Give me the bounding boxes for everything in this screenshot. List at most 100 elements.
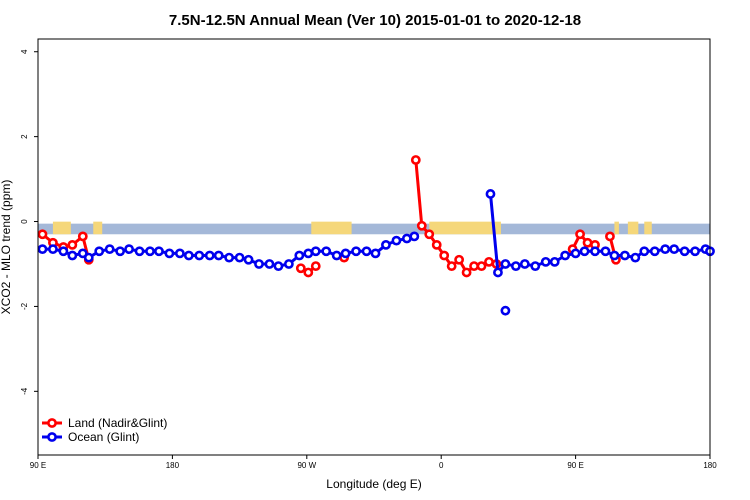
data-point [461, 267, 472, 278]
data-point [582, 237, 593, 248]
data-point [273, 261, 284, 272]
data-point [37, 229, 48, 240]
data-point [294, 250, 305, 261]
x-axis: 90 E 180 90 W 0 90 E 180 [30, 455, 717, 470]
data-point [446, 261, 457, 272]
data-point [58, 246, 69, 257]
data-point [660, 244, 671, 255]
data-point [145, 246, 155, 257]
x-tick-label: 0 [439, 461, 444, 470]
land-mask-patch [52, 221, 71, 235]
data-point [174, 248, 185, 259]
data-point [649, 246, 660, 257]
land-mask-patch [93, 221, 103, 235]
data-point [351, 246, 361, 257]
data-point [94, 246, 105, 257]
data-point [416, 220, 427, 231]
data-point [570, 248, 581, 259]
data-point [579, 246, 590, 257]
x-tick-label: 90 E [567, 461, 583, 470]
data-point [331, 250, 342, 261]
data-point [310, 261, 321, 272]
data-point [439, 250, 450, 261]
data-point [213, 250, 224, 261]
y-tick-label: -4 [20, 387, 29, 395]
plot-area [37, 155, 715, 316]
data-point [67, 239, 78, 250]
data-point [424, 229, 435, 240]
y-axis: -4 -2 0 2 4 [20, 49, 38, 395]
y-tick-label: 2 [20, 134, 29, 139]
land-mask-patch [644, 221, 652, 235]
data-point [690, 246, 700, 257]
data-point [154, 246, 164, 257]
data-point [134, 246, 145, 257]
data-point [540, 256, 551, 267]
data-point [303, 248, 314, 259]
data-point [500, 305, 511, 316]
data-point [493, 267, 503, 278]
series-ocean [37, 189, 715, 316]
y-tick-label: -2 [20, 302, 29, 310]
data-point [476, 261, 487, 272]
data-point [243, 254, 254, 265]
data-point [224, 252, 235, 263]
series-land [37, 155, 621, 278]
data-point [600, 246, 611, 257]
data-point [77, 231, 88, 242]
legend-label: Land (Nadir&Glint) [68, 416, 167, 430]
data-point [575, 229, 585, 240]
data-point [295, 263, 306, 274]
data-point [303, 267, 314, 278]
data-point [204, 250, 215, 261]
data-point [183, 250, 194, 261]
data-point [381, 239, 391, 250]
x-tick-label: 90 E [30, 461, 46, 470]
ocean-land-band [38, 223, 710, 235]
x-axis-label: Longitude (deg E) [326, 477, 421, 491]
x-tick-label: 180 [703, 461, 717, 470]
land-mask-patch [627, 221, 639, 235]
data-point [605, 231, 615, 242]
data-point [283, 259, 294, 269]
data-point [560, 250, 571, 261]
data-point [630, 252, 641, 263]
data-point [370, 248, 381, 259]
data-point [321, 246, 332, 257]
data-point [37, 244, 48, 255]
data-point [48, 244, 58, 255]
data-point [485, 189, 496, 199]
data-point [410, 155, 421, 165]
data-point [469, 261, 479, 272]
x-tick-label: 180 [166, 461, 180, 470]
data-point [310, 246, 321, 257]
data-point [115, 246, 126, 257]
y-axis-label: XCO2 - MLO trend (ppm) [0, 180, 13, 315]
data-point [104, 244, 115, 255]
data-point [484, 256, 494, 267]
data-point [500, 259, 511, 269]
data-point [67, 250, 78, 261]
data-point [530, 261, 541, 272]
legend-marker [47, 418, 57, 428]
data-point [409, 231, 420, 242]
data-point [549, 256, 560, 267]
y-tick-label: 0 [20, 219, 29, 224]
data-point [391, 235, 402, 246]
data-point [519, 259, 530, 269]
data-point [254, 259, 264, 269]
data-point [639, 246, 650, 257]
legend-label: Ocean (Glint) [68, 430, 139, 444]
land-mask-patch [311, 221, 352, 235]
land-mask-patch [614, 221, 619, 235]
data-point [454, 254, 465, 265]
data-point [510, 261, 521, 272]
data-point [679, 246, 690, 257]
data-point [234, 252, 245, 263]
data-point [340, 248, 351, 259]
data-point [619, 250, 630, 261]
land-mask-patch [429, 221, 501, 235]
data-point [124, 244, 134, 255]
data-point [401, 233, 412, 244]
